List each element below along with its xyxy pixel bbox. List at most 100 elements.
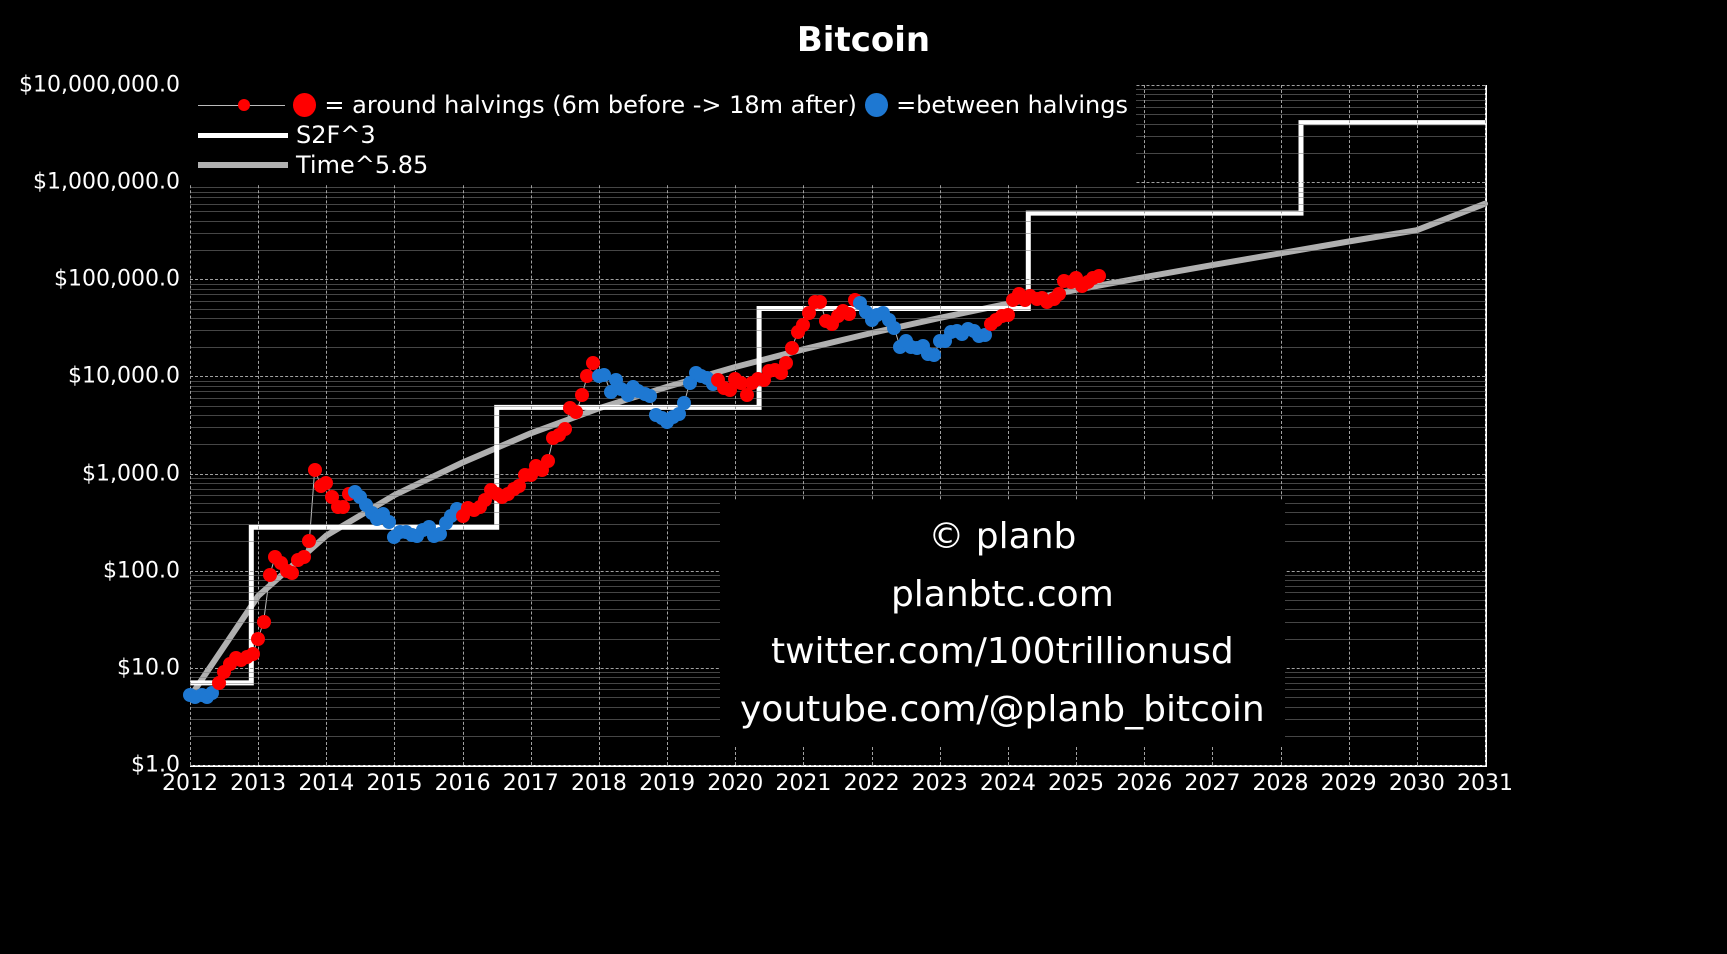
price-point	[285, 566, 299, 580]
grid-h-minor	[190, 415, 1485, 416]
grid-h-major	[190, 474, 1485, 475]
price-point	[257, 615, 271, 629]
price-point	[558, 422, 572, 436]
x-tick-label: 2013	[230, 765, 286, 796]
price-point	[541, 454, 555, 468]
legend-s2f-line-icon	[198, 133, 288, 138]
grid-v-major	[394, 85, 395, 765]
grid-h-minor	[190, 301, 1485, 302]
price-point	[785, 341, 799, 355]
x-tick-label: 2021	[775, 765, 831, 796]
x-tick-label: 2025	[1048, 765, 1104, 796]
legend-blue-label: =between halvings	[896, 91, 1128, 119]
price-point	[336, 500, 350, 514]
grid-v-major	[258, 85, 259, 765]
grid-h-minor	[190, 289, 1485, 290]
attribution-line: twitter.com/100trillionusd	[740, 623, 1265, 681]
x-tick-label: 2022	[844, 765, 900, 796]
price-point	[575, 388, 589, 402]
grid-h-minor	[190, 381, 1485, 382]
price-point	[813, 295, 827, 309]
grid-v-major	[531, 85, 532, 765]
price-point	[569, 405, 583, 419]
x-tick-label: 2012	[162, 765, 218, 796]
x-tick-label: 2027	[1184, 765, 1240, 796]
price-point	[779, 356, 793, 370]
x-tick-label: 2016	[435, 765, 491, 796]
grid-h-minor	[190, 347, 1485, 348]
legend-row-points: = around halvings (6m before -> 18m afte…	[198, 91, 1128, 119]
price-point	[251, 632, 265, 646]
x-tick-label: 2018	[571, 765, 627, 796]
price-point	[302, 534, 316, 548]
legend-red-label: = around halvings (6m before -> 18m afte…	[324, 91, 856, 119]
x-tick-label: 2019	[639, 765, 695, 796]
price-point	[887, 321, 901, 335]
grid-v-major	[463, 85, 464, 765]
grid-h-minor	[190, 221, 1485, 222]
legend-s2f-label: S2F^3	[296, 121, 376, 149]
price-point	[643, 389, 657, 403]
legend-tiny-red-dot-icon	[238, 99, 250, 111]
grid-h-minor	[190, 398, 1485, 399]
grid-v-major	[190, 85, 191, 765]
legend-row-s2f: S2F^3	[198, 121, 1128, 149]
grid-h-minor	[190, 197, 1485, 198]
x-tick-label: 2029	[1321, 765, 1377, 796]
grid-h-minor	[190, 204, 1485, 205]
legend-time-label: Time^5.85	[296, 151, 428, 179]
legend-row-time: Time^5.85	[198, 151, 1128, 179]
price-point	[677, 396, 691, 410]
price-point	[263, 568, 277, 582]
grid-h-minor	[190, 495, 1485, 496]
y-tick-label: $10,000,000.0	[19, 73, 190, 98]
grid-h-minor	[190, 478, 1485, 479]
price-point	[842, 307, 856, 321]
grid-h-minor	[190, 483, 1485, 484]
legend-blue-dot-icon	[865, 93, 888, 117]
price-point	[246, 647, 260, 661]
grid-h-minor	[190, 211, 1485, 212]
y-tick-label: $1,000,000.0	[33, 170, 190, 195]
price-point	[796, 318, 810, 332]
x-tick-label: 2017	[503, 765, 559, 796]
x-tick-label: 2020	[707, 765, 763, 796]
legend: = around halvings (6m before -> 18m afte…	[190, 85, 1136, 185]
x-tick-label: 2031	[1457, 765, 1513, 796]
x-tick-label: 2023	[912, 765, 968, 796]
grid-h-minor	[190, 294, 1485, 295]
grid-h-major	[190, 279, 1485, 280]
attribution-line: youtube.com/@planb_bitcoin	[740, 681, 1265, 739]
grid-h-major	[190, 376, 1485, 377]
x-tick-label: 2028	[1253, 765, 1309, 796]
price-point	[1052, 287, 1066, 301]
price-point	[319, 476, 333, 490]
attribution-line: planbtc.com	[740, 566, 1265, 624]
y-tick-label: $10.0	[117, 655, 190, 680]
x-tick-label: 2024	[980, 765, 1036, 796]
grid-h-minor	[190, 489, 1485, 490]
x-tick-label: 2026	[1116, 765, 1172, 796]
price-point	[927, 348, 941, 362]
grid-h-minor	[190, 187, 1485, 188]
legend-time-line-icon	[198, 162, 288, 168]
price-point	[308, 463, 322, 477]
y-tick-label: $100.0	[103, 558, 190, 583]
y-tick-label: $1,000.0	[82, 461, 190, 486]
y-tick-label: $10,000.0	[68, 364, 190, 389]
x-tick-label: 2014	[298, 765, 354, 796]
grid-h-minor	[190, 233, 1485, 234]
grid-v-major	[1485, 85, 1486, 765]
grid-v-major	[599, 85, 600, 765]
attribution-box: © planb planbtc.com twitter.com/100trill…	[720, 500, 1285, 746]
chart-stage: Bitcoin $1.0$10.0$100.0$1,000.0$10,000.0…	[0, 0, 1727, 954]
legend-red-dot-icon	[293, 93, 316, 117]
grid-h-minor	[190, 330, 1485, 331]
grid-h-minor	[190, 427, 1485, 428]
legend-connector-line	[198, 105, 285, 106]
y-tick-label: $100,000.0	[54, 267, 190, 292]
grid-v-major	[326, 85, 327, 765]
grid-h-minor	[190, 406, 1485, 407]
grid-h-minor	[190, 444, 1485, 445]
price-point	[297, 550, 311, 564]
